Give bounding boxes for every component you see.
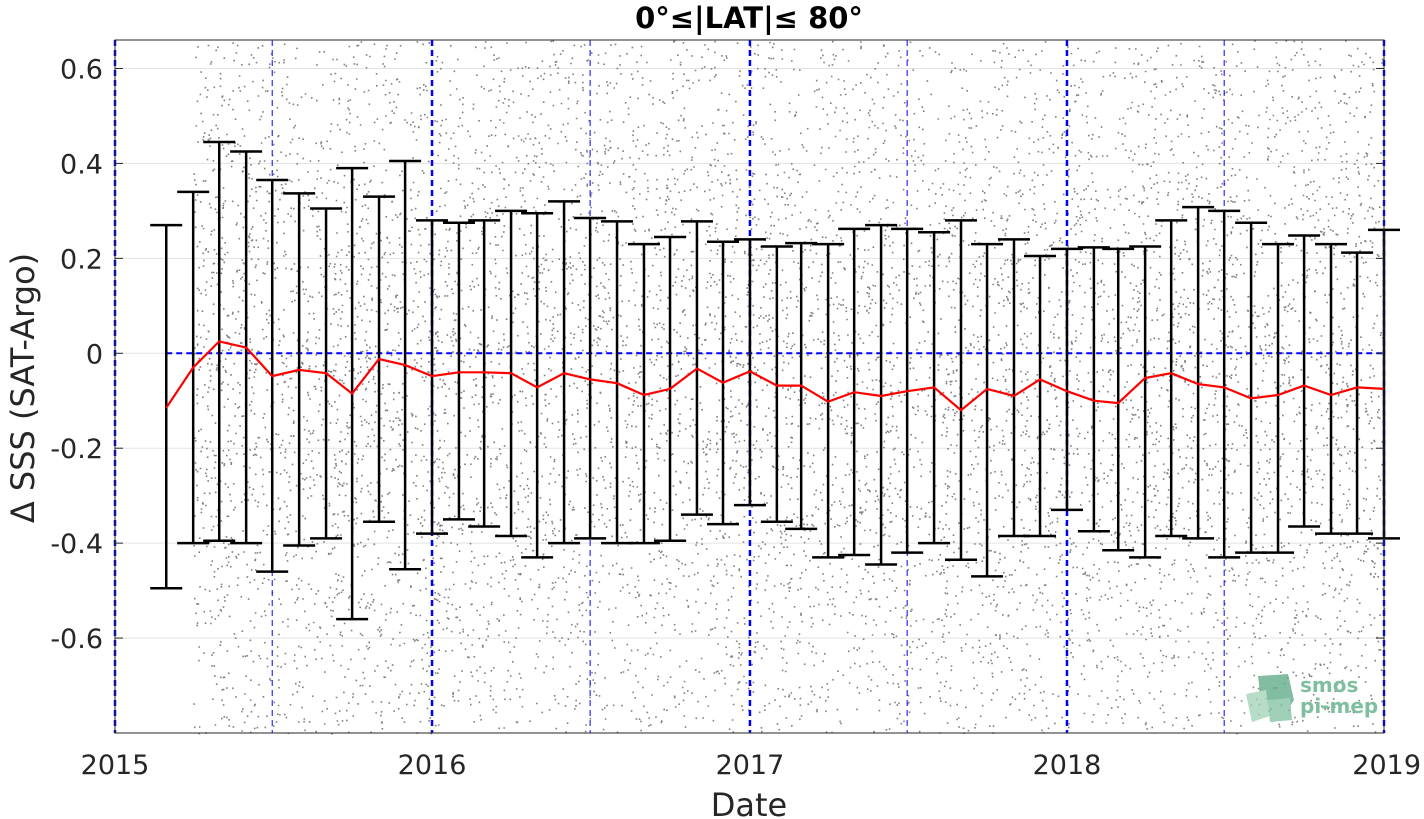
x-tick-label: 2015: [81, 750, 150, 781]
x-tick-label: 2016: [398, 750, 467, 781]
logo-line2: pi-mep: [1300, 694, 1378, 718]
mean-line-group: [165, 340, 1385, 412]
mean-line: [165, 340, 1385, 412]
y-tick-label: 0.6: [60, 54, 103, 85]
y-tick-label: -0.2: [50, 434, 103, 465]
scatter-dots: [193, 40, 1386, 735]
x-tick-label: 2018: [1033, 750, 1102, 781]
logo-line1: smos: [1300, 673, 1358, 697]
y-tick-label: -0.4: [50, 529, 103, 560]
chart-title: 0°≤|LAT|≤ 80°: [635, 1, 863, 35]
smos-pi-mep-logo: smos pi-mep: [1246, 673, 1378, 722]
y-tick-label: 0.4: [60, 149, 103, 180]
x-tick-label: 2019: [1352, 750, 1421, 781]
x-tick-label: 2017: [716, 750, 785, 781]
map-mosaic-icon: [1246, 674, 1294, 722]
y-tick-label: 0: [86, 339, 103, 370]
ticks: [115, 67, 1384, 639]
scatter-points: [193, 40, 1386, 735]
y-tick-labels: 0.6 0.4 0.2 0 -0.2 -0.4 -0.6: [50, 54, 103, 655]
x-axis-label: Date: [711, 786, 787, 819]
plot-frame: [114, 39, 1385, 734]
y-axis-label: Δ SSS (SAT-Argo): [4, 253, 42, 523]
x-tick-labels: 2015 2016 2017 2018 2019: [81, 750, 1421, 781]
error-bars: [150, 140, 1400, 621]
y-tick-label: 0.2: [60, 244, 103, 275]
y-tick-label: -0.6: [50, 624, 103, 655]
